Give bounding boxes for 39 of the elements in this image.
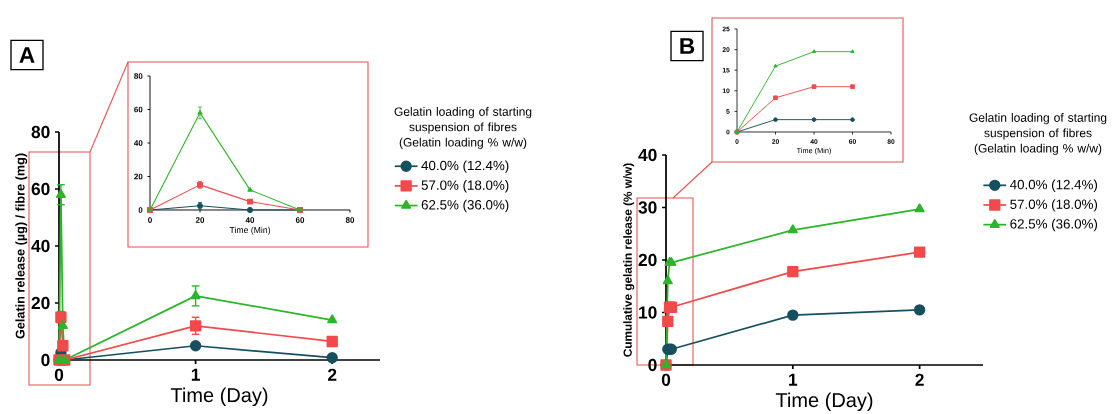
y-tick-label: 20	[134, 173, 143, 180]
legend-title: Gelatin loading of starting suspension of fibres (Gelatin loading % w/w)	[969, 113, 1107, 155]
legend-label: 62.5% (36.0%)	[1010, 218, 1098, 232]
x-tick-label: 1	[789, 373, 798, 386]
y-tick-label: 40	[638, 148, 657, 162]
chart-title: A	[19, 47, 35, 63]
x-axis-title: Time (Day)	[775, 392, 873, 412]
y-tick-label: 40	[31, 239, 50, 253]
x-tick-label: 20	[195, 217, 205, 223]
x-tick-label: 60	[295, 217, 305, 223]
y-tick-label: 0	[648, 358, 657, 372]
x-tick-label: 1	[191, 368, 200, 381]
y-tick-label: 10	[639, 306, 657, 319]
y-tick-label: 60	[134, 106, 143, 113]
y-axis-title: Cumulative gelatin release (% w/w)	[623, 163, 635, 357]
chart-title: B	[680, 38, 695, 54]
y-tick-label: 30	[638, 201, 657, 214]
y-tick-label: 20	[638, 253, 657, 267]
legend-title: Gelatin loading of starting suspension of fibres (Gelatin loading % w/w)	[394, 107, 532, 149]
x-tick-label: 0	[661, 373, 671, 386]
x-tick-label: 2	[327, 368, 337, 381]
y-tick-label: 80	[134, 73, 143, 79]
legend-label: 57.0% (18.0%)	[1010, 199, 1098, 212]
x-axis-title: Time (Min)	[229, 226, 270, 235]
x-tick-label: 40	[245, 217, 255, 223]
x-tick-label: 2	[915, 373, 924, 386]
x-tick-label: 80	[345, 217, 355, 223]
x-tick-label: 0	[148, 217, 152, 223]
y-tick-label: 0	[138, 207, 143, 213]
y-tick-label: 0	[41, 353, 50, 367]
x-tick-label: 0	[54, 368, 64, 381]
y-tick-label: 20	[31, 296, 50, 310]
legend-label: 40.0% (12.4%)	[1010, 179, 1098, 192]
y-tick-label: 60	[31, 182, 50, 196]
x-axis-title: Time (Day)	[170, 387, 268, 407]
legend-label: 40.0% (12.4%)	[421, 160, 509, 173]
y-axis-title: Gelatin release (µg) / fibre (mg)	[15, 153, 28, 339]
legend-label: 57.0% (18.0%)	[421, 180, 509, 193]
legend-label: 62.5% (36.0%)	[421, 199, 509, 213]
